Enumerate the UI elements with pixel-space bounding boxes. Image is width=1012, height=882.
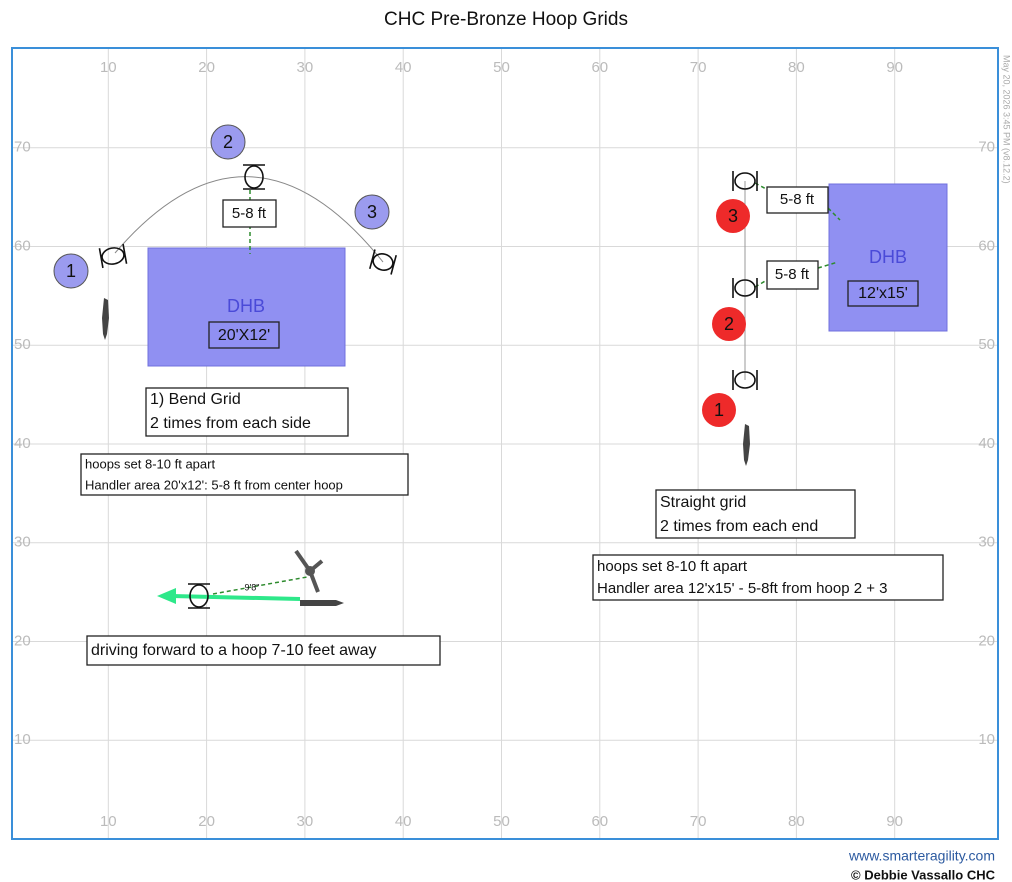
hoop [369,249,397,275]
arrow-head [157,588,176,604]
dog-icon [743,424,750,466]
x-tick-label: 10 [100,813,117,830]
driving-exercise: 9'8" driving forward to a hoop 7-10 feet… [86,549,441,666]
caption: driving forward to a hoop 7-10 feet away [91,642,377,659]
copyright: © Debbie Vassallo CHC [851,867,996,882]
note: 2 times from each side [150,415,311,432]
detail: Handler area 20'x12': 5-8 ft from center… [85,477,343,492]
hoop [732,278,758,298]
detail: hoops set 8-10 ft apart [85,456,215,471]
x-tick-label: 50 [493,813,510,830]
y-tick-label: 70 [978,139,995,156]
right-course: DHB 12'x15' 5-8 ft 5-8 ft 3 2 1 Straight… [592,171,948,601]
x-tick-label: 60 [591,813,608,830]
handler-box [147,247,346,367]
distance-label: 5-8 ft [775,266,810,283]
order-marker [716,199,750,233]
order-marker [210,124,246,160]
notes-frame [145,387,349,437]
note: Straight grid [660,494,746,511]
distance-line [212,576,308,595]
x-tick-label: 40 [395,59,412,76]
x-tick-label: 20 [198,813,215,830]
distance-frame [222,199,277,228]
hoop [188,583,210,609]
x-tick-label: 90 [886,59,903,76]
caption-frame [86,635,441,666]
hoop [732,370,758,390]
x-tick-label: 50 [493,59,510,76]
x-tick-label: 70 [690,59,707,76]
x-tick-label: 80 [788,813,805,830]
handler-box-label: DHB [227,296,265,316]
order-number: 1 [714,400,724,420]
handler-box-size: 20'X12' [218,327,270,344]
distance-frame [766,260,819,290]
handler-box-label: DHB [869,247,907,267]
y-tick-label: 20 [14,632,31,649]
detail: Handler area 12'x15' - 5-8ft from hoop 2… [597,580,887,597]
note: 2 times from each end [660,518,818,535]
y-tick-label: 10 [14,731,31,748]
y-tick-label: 50 [978,336,995,353]
hoop [98,243,128,269]
left-course: DHB 20'X12' 5-8 ft 1 2 3 1) Bend Grid 2 … [53,124,409,496]
handler-box-size-frame [847,280,919,307]
dog-icon [300,600,344,606]
order-number: 3 [367,202,377,222]
y-tick-label: 70 [14,139,31,156]
handler-box-size-frame [208,321,280,349]
x-tick-label: 60 [591,59,608,76]
x-tick-label: 10 [100,59,117,76]
website: www.smarteragility.com [848,848,995,864]
order-number: 2 [724,314,734,334]
y-tick-label: 60 [978,237,995,254]
order-marker [712,307,746,341]
order-number: 2 [223,132,233,152]
details-frame [592,554,944,601]
x-tick-label: 30 [297,813,314,830]
notes-frame [655,489,856,539]
y-tick-label: 60 [14,237,31,254]
dog-icon [102,298,109,340]
distance-label: 5-8 ft [232,205,267,222]
y-tick-label: 40 [14,435,31,452]
distance-label: 5-8 ft [780,191,815,208]
x-tick-label: 30 [297,59,314,76]
hoop [243,164,265,190]
dog-path [114,176,384,263]
y-tick-label: 20 [978,632,995,649]
field-frame [11,47,999,840]
y-tick-label: 30 [978,534,995,551]
order-number: 1 [66,261,76,281]
note: 1) Bend Grid [150,391,241,408]
distance-label: 9'8" [245,582,260,592]
order-number: 3 [728,206,738,226]
x-tick-label: 20 [198,59,215,76]
detail: hoops set 8-10 ft apart [597,558,748,575]
y-tick-label: 40 [978,435,995,452]
direction-arrow [171,594,301,601]
y-tick-label: 10 [978,731,995,748]
order-marker [354,194,390,230]
grid: 10 10 20 20 30 30 40 40 50 50 60 60 70 70 80 80 90 90 10 10… [12,49,998,839]
handler-icon [294,549,324,593]
x-tick-label: 40 [395,813,412,830]
x-tick-label: 70 [690,813,707,830]
details-frame [80,453,409,496]
timestamp: May 20, 2026 3:45 PM (v8.12.2) [1002,55,1012,184]
order-marker [702,393,736,427]
y-tick-label: 50 [14,336,31,353]
order-marker [53,253,89,289]
x-tick-label: 80 [788,59,805,76]
distance-frame [766,186,829,214]
handler-box-size: 12'x15' [858,285,908,302]
y-tick-label: 30 [14,534,31,551]
x-tick-label: 90 [886,813,903,830]
title: CHC Pre-Bronze Hoop Grids [384,9,628,30]
hoop [732,171,758,191]
